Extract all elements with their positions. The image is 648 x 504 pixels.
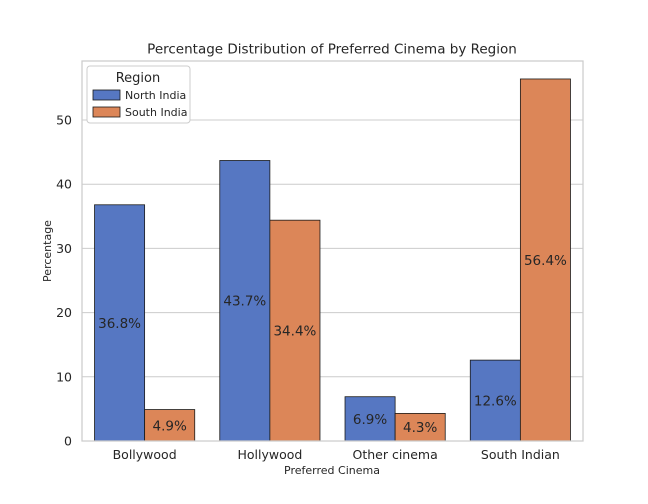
data-label-north-india-south-indian: 12.6%: [474, 394, 517, 410]
chart-title: Percentage Distribution of Preferred Cin…: [147, 42, 517, 58]
x-ticks: Bollywood Hollywood Other cinema South Indi…: [113, 447, 560, 462]
legend-swatch-north-india: [92, 89, 121, 101]
bar-north-india-hollywood: [219, 160, 271, 442]
y-tick-label: 50: [56, 113, 72, 128]
y-tick-label: 10: [56, 369, 72, 384]
bar-south-india-other-cinema: [394, 412, 446, 442]
data-label-north-india-bollywood: 36.8%: [98, 316, 141, 332]
bar-south-india-south-indian: [519, 78, 571, 442]
legend-label-north-india: North India: [125, 89, 186, 102]
x-axis-label: Preferred Cinema: [284, 464, 380, 477]
y-tick-label: 40: [56, 177, 72, 192]
y-ticks: 0 10 20 30 40 50: [56, 113, 72, 449]
y-tick-label: 0: [64, 434, 72, 449]
bar-south-india-bollywood: [144, 409, 196, 442]
data-label-north-india-hollywood: 43.7%: [223, 294, 266, 310]
x-tick-label-bollywood: Bollywood: [113, 447, 177, 462]
bar-labels-layer: 36.8% 4.9% 43.7% 34.4% 6.9% 4.3% 12.6% 56.4%: [98, 253, 567, 436]
x-tick-label-other-cinema: Other cinema: [352, 447, 437, 462]
legend: Region North India South India: [86, 65, 191, 124]
x-tick-label-hollywood: Hollywood: [237, 447, 302, 462]
bar-south-india-hollywood: [269, 219, 321, 442]
y-tick-label: 20: [56, 305, 72, 320]
bar-north-india-south-indian: [469, 359, 521, 442]
legend-title: Region: [116, 71, 161, 86]
data-label-south-india-hollywood: 34.4%: [273, 324, 316, 340]
data-label-south-india-other-cinema: 4.3%: [403, 420, 437, 436]
data-label-south-india-south-indian: 56.4%: [524, 253, 567, 269]
data-label-south-india-bollywood: 4.9%: [153, 418, 187, 434]
x-tick-label-south-indian: South Indian: [481, 447, 560, 462]
y-tick-label: 30: [56, 241, 72, 256]
y-axis-label: Percentage: [41, 220, 54, 282]
legend-label-south-india: South India: [125, 106, 187, 119]
plot-frame: [81, 60, 584, 442]
data-label-north-india-other-cinema: 6.9%: [353, 412, 387, 428]
legend-swatch-south-india: [92, 106, 121, 118]
bars-layer: [94, 78, 571, 442]
bar-north-india-other-cinema: [344, 396, 396, 442]
